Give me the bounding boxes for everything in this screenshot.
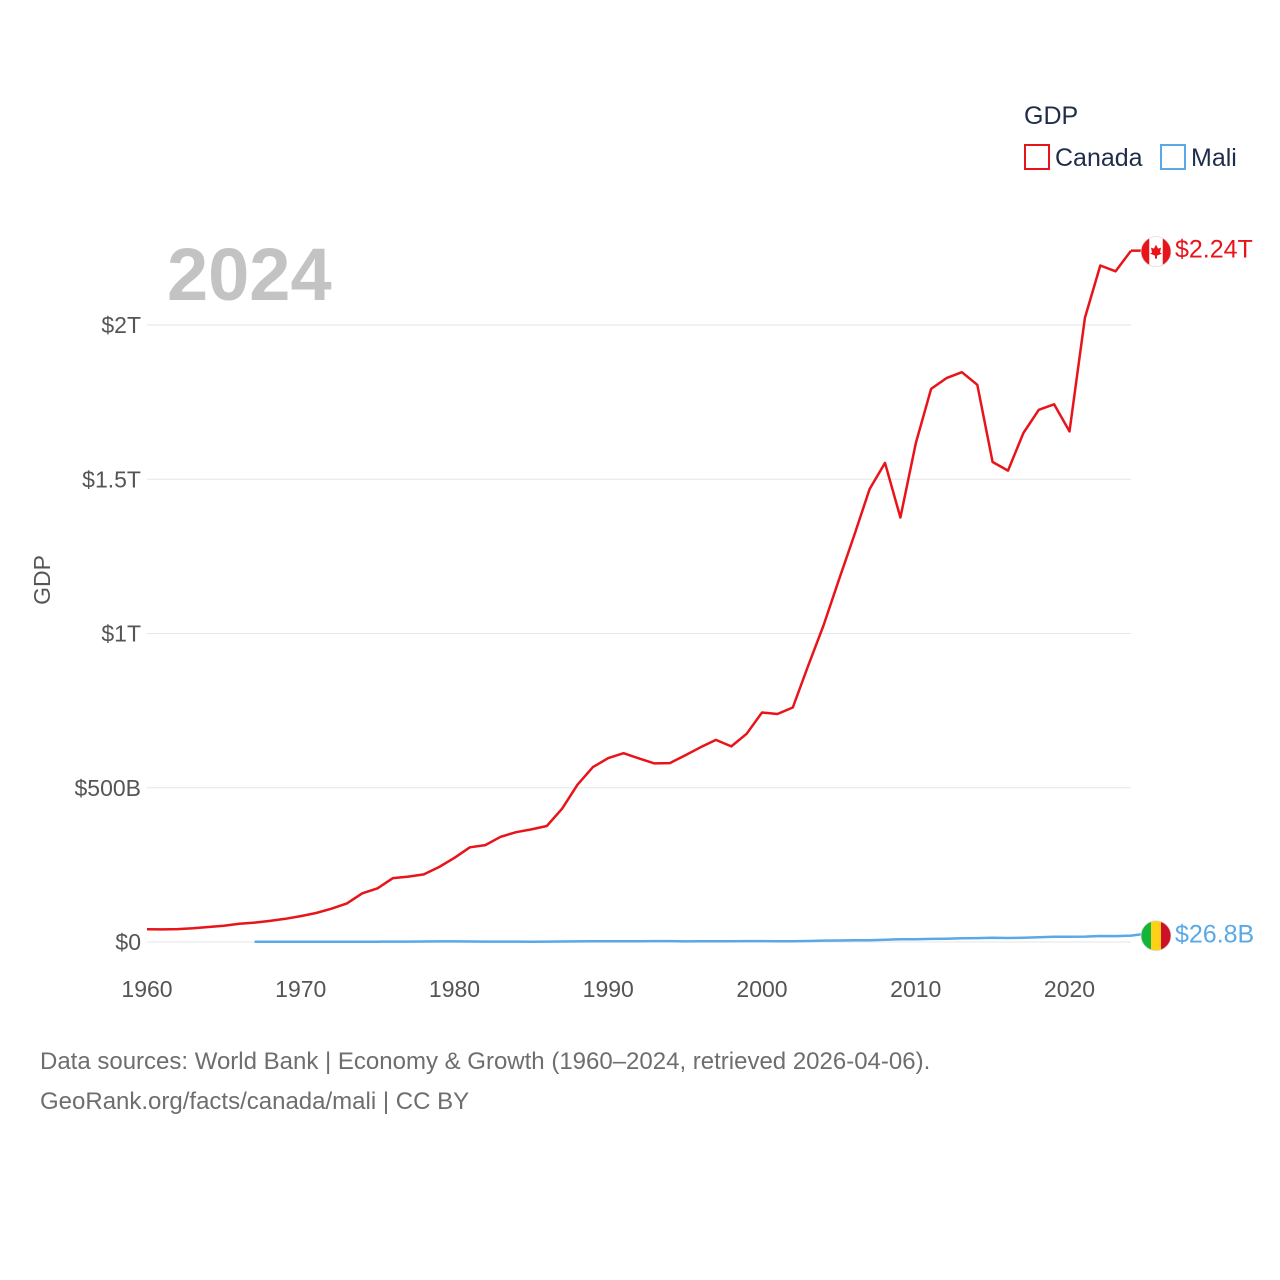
gdp-line-chart: $0 $500B $1T $1.5T $2T 1960 1970 1980 1990 2000 2… <box>29 102 1254 1002</box>
x-axis: 1960 1970 1980 1990 2000 2010 2020 <box>121 976 1095 1002</box>
end-labels: $2.24T $26.8B <box>1131 236 1254 952</box>
x-tick-label: 1990 <box>583 976 634 1002</box>
x-tick-label: 1970 <box>275 976 326 1002</box>
legend-item-mali[interactable]: Mali <box>1160 144 1237 172</box>
x-tick-label: 2000 <box>736 976 787 1002</box>
end-label-canada: $2.24T <box>1175 236 1253 264</box>
y-tick-label: $500B <box>74 775 141 801</box>
x-tick-label: 1960 <box>121 976 172 1002</box>
legend-label-canada: Canada <box>1055 144 1143 172</box>
series-line-mali <box>254 932 1147 944</box>
series-lines <box>146 249 1147 944</box>
footer: Data sources: World Bank | Economy & Gro… <box>40 1042 1240 1122</box>
legend-label-mali: Mali <box>1191 144 1237 172</box>
y-gridlines <box>147 324 1131 943</box>
y-axis-label: GDP <box>29 555 55 605</box>
x-tick-label: 1980 <box>429 976 480 1002</box>
footer-link[interactable]: GeoRank.org/facts/canada/mali | CC BY <box>40 1088 470 1115</box>
legend-item-canada[interactable]: Canada <box>1024 144 1143 172</box>
legend-title: GDP <box>1024 102 1078 130</box>
end-label-mali: $26.8B <box>1175 921 1254 949</box>
footer-sources: Data sources: World Bank | Economy & Gro… <box>40 1048 931 1075</box>
series-line-canada <box>146 249 1133 931</box>
legend-swatch-canada <box>1024 144 1050 170</box>
x-tick-label: 2010 <box>890 976 941 1002</box>
legend[interactable]: GDP Canada Mali <box>1024 102 1237 172</box>
y-tick-label: $2T <box>101 312 141 338</box>
y-axis: $0 $500B $1T $1.5T $2T <box>74 312 141 955</box>
year-label: 2024 <box>167 233 332 316</box>
mali-flag-icon <box>1140 920 1172 952</box>
y-tick-label: $1.5T <box>82 466 141 492</box>
legend-swatch-mali <box>1160 144 1186 170</box>
x-tick-label: 2020 <box>1044 976 1095 1002</box>
y-tick-label: $1T <box>101 621 141 647</box>
canada-flag-icon <box>1140 236 1172 268</box>
y-tick-label: $0 <box>115 929 141 955</box>
